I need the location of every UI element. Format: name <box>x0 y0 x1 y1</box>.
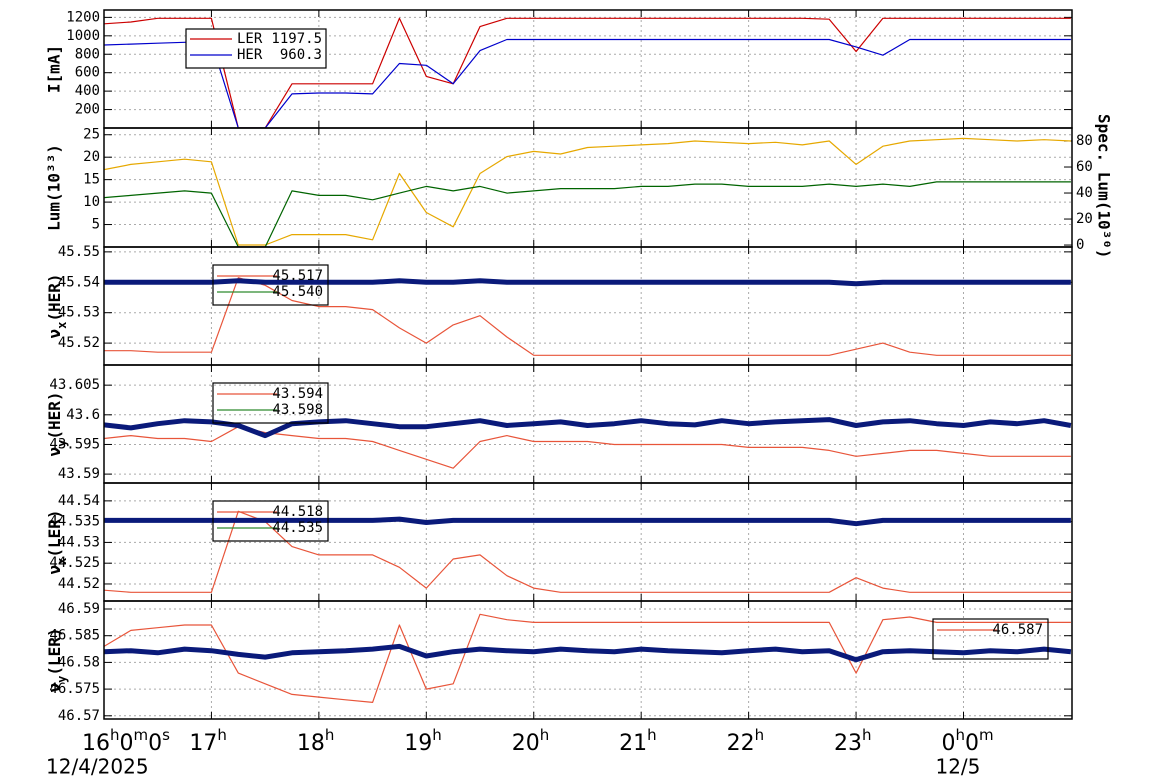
x-tick-label: 19h <box>404 726 442 757</box>
x-tick-label: 0h0m <box>941 726 993 757</box>
series-line <box>104 38 1071 128</box>
plot-area <box>104 137 1071 247</box>
y-tick-label: 46.585 <box>49 628 100 644</box>
y2-axis-label: Spec. Lum(10³⁰) <box>1095 114 1114 259</box>
y-tick-label: 200 <box>75 102 100 118</box>
series-line <box>104 137 1071 246</box>
y-tick-label: 1200 <box>66 9 100 25</box>
series-line <box>104 417 1072 439</box>
y-tick-label: 10 <box>83 194 100 210</box>
y-tick-label: 25 <box>83 127 100 143</box>
series-line <box>104 277 1071 356</box>
y-tick-label: 46.57 <box>58 708 100 724</box>
plot-area <box>104 277 1071 356</box>
legend-box <box>185 28 327 69</box>
y-tick-label: 20 <box>83 149 100 165</box>
y-axis-label: νy(LER) <box>45 627 69 692</box>
y-tick-label: 46.575 <box>49 681 100 697</box>
series-line <box>104 643 1072 663</box>
legend-value: 1197.5 <box>271 31 322 47</box>
legend-label: 43.594 <box>272 386 323 402</box>
legend-label: 45.540 <box>272 284 323 300</box>
series-line <box>104 613 1071 703</box>
y-tick-label: 45.52 <box>58 335 100 351</box>
x-date-label: 12/4/2025 <box>46 755 149 779</box>
x-tick-label: 16h0m0s <box>82 726 170 757</box>
y-tick-label: 44.525 <box>49 555 100 571</box>
legend-label: 44.518 <box>272 504 323 520</box>
y-tick-label: 800 <box>75 46 100 62</box>
y-tick-label: 44.52 <box>58 576 100 592</box>
y-tick-label: 43.595 <box>49 436 100 452</box>
y-tick-label: 600 <box>75 65 100 81</box>
y-tick-label: 45.53 <box>58 305 100 321</box>
y-tick-label: 46.59 <box>58 601 100 617</box>
y-tick-label: 43.6 <box>66 407 100 423</box>
series-line <box>104 510 1071 593</box>
y2-tick-label: 0 <box>1076 237 1084 253</box>
series-line <box>104 181 1071 247</box>
y-tick-label: 44.54 <box>58 493 100 509</box>
y-axis-label: I[mA] <box>45 45 64 93</box>
legend-box <box>932 618 1049 660</box>
x-tick-label: 22h <box>727 726 765 757</box>
y-tick-label: 45.54 <box>58 274 100 290</box>
y-tick-label: 43.605 <box>49 377 100 393</box>
y2-tick-label: 20 <box>1076 211 1093 227</box>
y-tick-label: 15 <box>83 172 100 188</box>
legend-value: 960.3 <box>280 47 322 63</box>
y-tick-label: 44.535 <box>49 514 100 530</box>
y-axis-label: νy(HER) <box>45 391 69 456</box>
x-date-label: 12/5 <box>935 755 980 779</box>
y-tick-label: 43.59 <box>58 466 100 482</box>
legend-label: 43.598 <box>272 402 323 418</box>
y-tick-label: 46.58 <box>58 654 100 670</box>
panel-frame <box>103 600 1073 720</box>
y-tick-label: 1000 <box>66 28 100 44</box>
legend-label: LER <box>237 31 263 47</box>
x-tick-label: 20h <box>512 726 550 757</box>
y-tick-label: 5 <box>92 217 100 233</box>
panel-frame <box>103 127 1073 248</box>
plot-area <box>104 417 1072 469</box>
legend-label: 46.587 <box>992 622 1043 638</box>
y-tick-label: 44.53 <box>58 534 100 550</box>
series-line <box>104 278 1071 287</box>
plot-area <box>104 510 1071 593</box>
y2-tick-label: 60 <box>1076 159 1093 175</box>
y-axis-label: νx(HER) <box>45 273 69 338</box>
series-line <box>104 17 1071 128</box>
legend-label: 44.535 <box>272 520 323 536</box>
x-tick-label: 23h <box>834 726 872 757</box>
y-axis-label: Lum(10³³) <box>45 144 64 231</box>
legend-box <box>212 382 329 424</box>
y2-tick-label: 40 <box>1076 185 1093 201</box>
panel-frame <box>103 9 1073 129</box>
y-tick-label: 400 <box>75 83 100 99</box>
y-tick-label: 45.55 <box>58 244 100 260</box>
series-line <box>104 426 1071 469</box>
x-tick-label: 21h <box>619 726 657 757</box>
legend-label: 45.517 <box>272 268 323 284</box>
legend-box <box>212 264 329 306</box>
x-tick-label: 18h <box>297 726 335 757</box>
y2-tick-label: 80 <box>1076 133 1093 149</box>
y-axis-label: νx(LER) <box>45 509 69 574</box>
plot-area <box>104 613 1072 703</box>
plot-area <box>104 17 1071 128</box>
x-tick-label: 17h <box>189 726 227 757</box>
legend-box <box>212 500 329 542</box>
legend-label: HER <box>237 47 263 63</box>
series-line <box>104 516 1071 527</box>
